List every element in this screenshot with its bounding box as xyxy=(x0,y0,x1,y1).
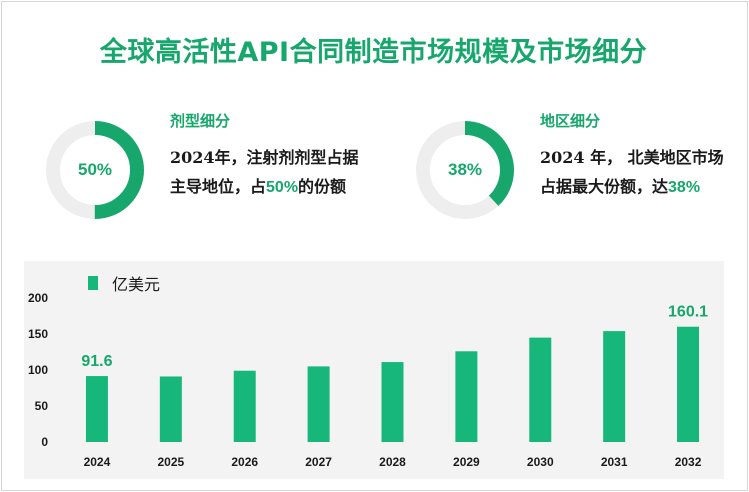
segment-text-region: 2024 年， 北美地区市场占据最大份额，达38% xyxy=(540,143,730,202)
bar-2025 xyxy=(159,376,182,442)
data-label-2024: 91.6 xyxy=(81,353,112,370)
donut-percent-label: 50% xyxy=(77,160,113,179)
segment-text-dosage: 2024年，注射剂剂型占据主导地位，占50%的份额 xyxy=(170,143,370,202)
donut-ring-left xyxy=(46,121,144,219)
y-tick-label: 50 xyxy=(35,399,49,413)
bar-2028 xyxy=(381,362,404,442)
y-tick-label: 0 xyxy=(41,435,48,449)
x-tick-label: 2031 xyxy=(601,455,628,469)
segment-text-tail: 的份额 xyxy=(298,177,347,196)
donut-ring-right xyxy=(416,121,514,219)
segment-text-body: 2024 年， 北美地区市场占据最大份额，达 xyxy=(540,148,724,196)
x-tick-label: 2026 xyxy=(231,455,258,469)
donut-arc xyxy=(46,121,144,219)
legend-swatch xyxy=(88,276,98,290)
donut-region: 38% xyxy=(414,119,516,221)
bar-2027 xyxy=(307,366,330,442)
bar-2031 xyxy=(603,331,626,442)
page-title: 全球高活性API合同制造市场规模及市场细分 xyxy=(99,37,648,68)
y-tick-label: 150 xyxy=(28,327,48,341)
x-tick-label: 2032 xyxy=(675,455,702,469)
x-tick-label: 2025 xyxy=(157,455,184,469)
legend-label: 亿美元 xyxy=(112,275,161,294)
y-tick-label: 200 xyxy=(28,291,48,305)
donut-dosage-form: 50% xyxy=(44,119,146,221)
x-tick-label: 2024 xyxy=(84,455,111,469)
segment-text-body: 2024年，注射剂剂型占据主导地位，占 xyxy=(170,148,359,196)
donut-arc xyxy=(416,121,514,219)
bar-2029 xyxy=(455,351,478,442)
segment-text-highlight: 38% xyxy=(668,179,701,196)
bar-2032 xyxy=(677,326,700,442)
data-label-2032: 160.1 xyxy=(668,304,708,321)
y-tick-label: 100 xyxy=(28,363,48,377)
segment-heading-region: 地区细分 xyxy=(540,112,601,130)
bar-2024 xyxy=(85,376,108,442)
x-tick-label: 2028 xyxy=(379,455,406,469)
donut-percent-label: 38% xyxy=(447,160,483,179)
x-tick-label: 2029 xyxy=(453,455,480,469)
x-tick-label: 2027 xyxy=(305,455,332,469)
segment-heading-dosage: 剂型细分 xyxy=(170,112,231,130)
bar-2026 xyxy=(233,370,256,442)
segment-text-highlight: 50% xyxy=(266,179,299,196)
x-tick-label: 2030 xyxy=(527,455,554,469)
bar-2030 xyxy=(529,337,552,442)
